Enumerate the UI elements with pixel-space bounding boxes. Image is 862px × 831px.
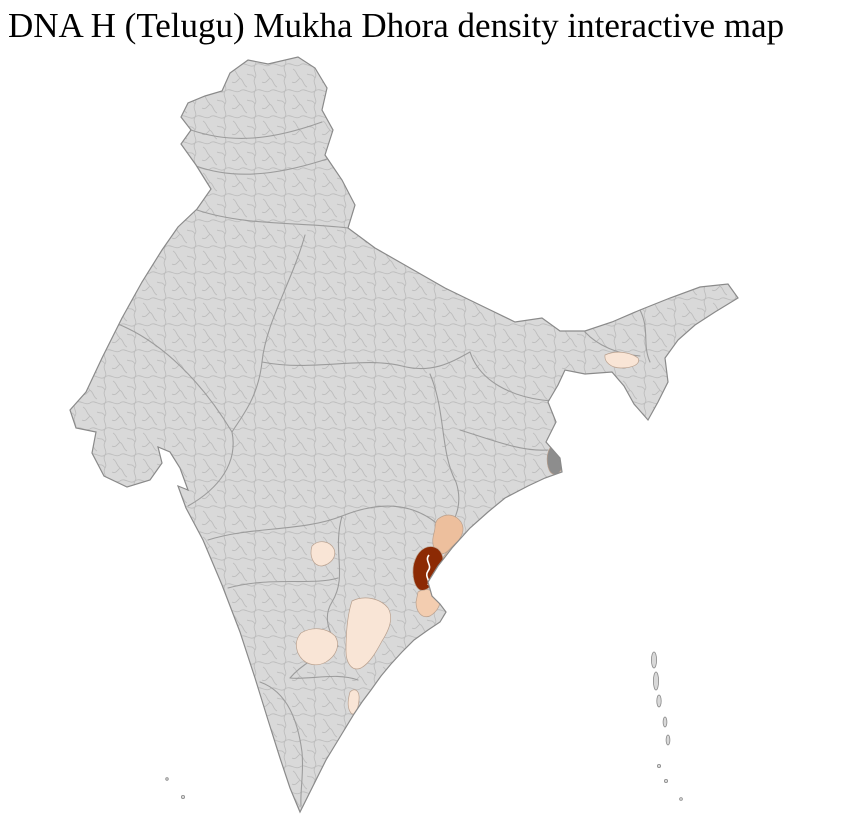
island-shape[interactable] — [657, 764, 662, 769]
district-region-low-telangana-area[interactable] — [310, 541, 336, 567]
district-region-low-coastal-andhra-area[interactable] — [345, 597, 391, 670]
page-title: DNA H (Telugu) Mukha Dhora density inter… — [8, 6, 785, 45]
island-shape[interactable] — [651, 651, 658, 669]
island-shape[interactable] — [180, 795, 185, 800]
district-region-low-tamilnadu-coast[interactable] — [347, 689, 360, 715]
district-region-mid-upland-area[interactable] — [432, 514, 464, 555]
density-regions — [295, 351, 639, 715]
india-landmass[interactable] — [70, 57, 738, 812]
island-shape[interactable] — [664, 779, 669, 784]
island-shape[interactable] — [679, 797, 683, 801]
andaman-nicobar-islands[interactable] — [651, 651, 683, 801]
lakshadweep-islands[interactable] — [165, 777, 185, 800]
district-region-low-rayalaseema-area[interactable] — [295, 628, 338, 666]
island-shape[interactable] — [656, 694, 662, 708]
district-region-low-assam-area[interactable] — [604, 351, 639, 369]
island-shape[interactable] — [165, 777, 169, 781]
island-shape[interactable] — [665, 734, 671, 746]
island-shape[interactable] — [662, 716, 668, 728]
island-shape[interactable] — [653, 671, 660, 691]
